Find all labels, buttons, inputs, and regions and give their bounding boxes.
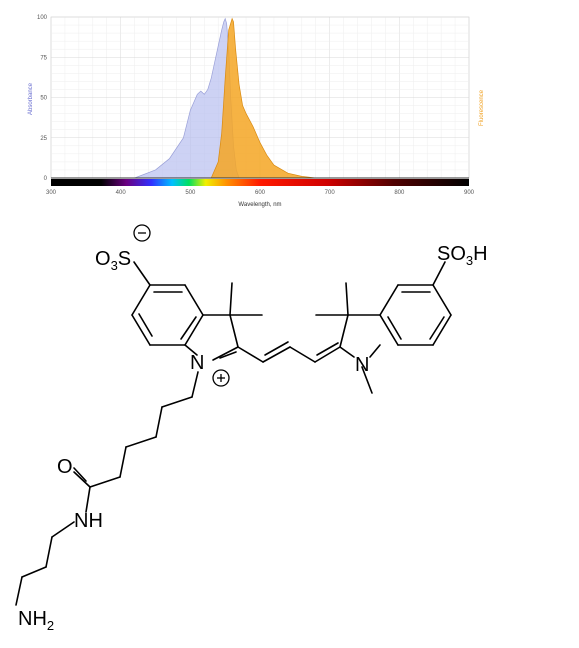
minus-charge-icon: [133, 224, 151, 242]
y-axis-label: Absorbance: [28, 82, 34, 115]
x-axis-label: Wavelength, nm: [238, 202, 281, 208]
atom-o-carbonyl: O: [57, 456, 73, 478]
right-benzene-ring: [379, 284, 452, 346]
x-tick-label: 500: [185, 190, 196, 196]
y-axis-ticks: 0 25 50 75 100: [37, 15, 48, 182]
spectrum-chart: 0 25 50 75 100 300 400 500 600 700 800 900 Wavelen…: [28, 15, 485, 208]
atom-so3h: SO3H: [437, 243, 488, 268]
atom-nh: NH: [74, 510, 103, 532]
atom-n-methyl: N: [355, 354, 369, 376]
y-tick-label: 50: [40, 96, 47, 102]
y-tick-label: 75: [40, 55, 47, 61]
x-tick-label: 300: [46, 190, 57, 196]
atom-n-plus: N: [190, 352, 204, 374]
y-tick-label: 0: [44, 176, 48, 182]
y-tick-label: 25: [40, 136, 47, 142]
y-tick-label: 100: [37, 15, 48, 21]
plus-charge-icon: [212, 369, 230, 387]
chemical-structure: O3S N N SO3H O NH NH2: [15, 224, 488, 633]
x-tick-label: 600: [255, 190, 266, 196]
spectrum-bar: [51, 179, 469, 186]
bond-sulfonate: [133, 261, 151, 286]
x-tick-label: 800: [394, 190, 405, 196]
x-tick-label: 700: [325, 190, 336, 196]
atom-nh2: NH2: [18, 608, 54, 633]
x-axis-ticks: 300 400 500 600 700 800 900: [46, 190, 475, 196]
left-benzene-ring: [131, 284, 204, 346]
x-tick-label: 400: [116, 190, 127, 196]
atom-o3s: O3S: [95, 248, 131, 273]
x-tick-label: 900: [464, 190, 475, 196]
fluorescence-area: [210, 17, 316, 179]
chart-series: [51, 17, 469, 179]
y2-axis-label: Fluorescence: [479, 89, 485, 126]
